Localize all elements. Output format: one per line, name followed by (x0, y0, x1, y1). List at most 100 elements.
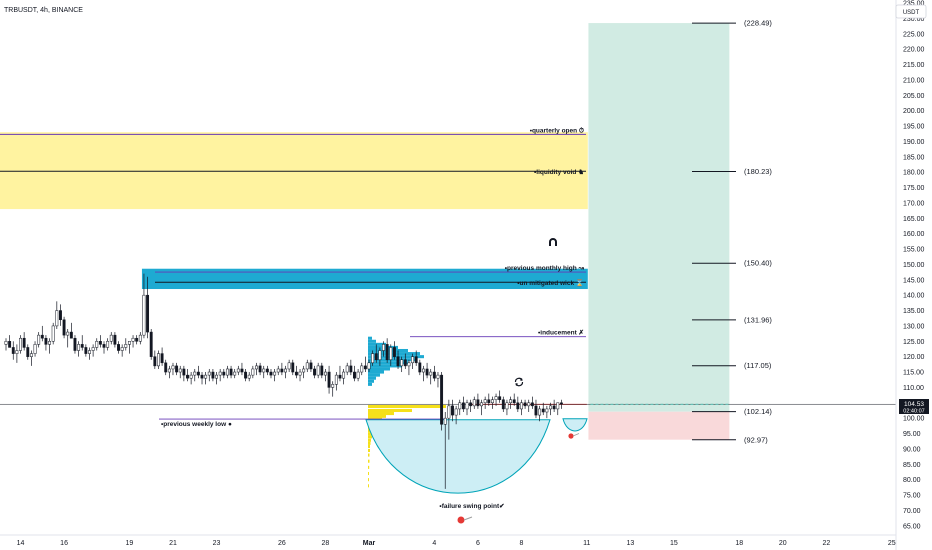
candle-body-up (207, 371, 211, 376)
candle-105 (385, 338, 389, 363)
candle-43 (160, 347, 164, 366)
candle-113 (414, 350, 418, 366)
candle-16 (62, 316, 66, 339)
candle-body-up (305, 362, 309, 370)
candle-152 (556, 402, 560, 416)
candle-56 (207, 368, 211, 382)
candle-150 (549, 402, 552, 416)
profile-bar-high-12 (368, 373, 380, 377)
candle-131 (480, 399, 483, 416)
candle-8 (33, 341, 37, 357)
x-tick-label-15: 20 (779, 540, 787, 547)
candle-body-up (142, 294, 146, 336)
candle-body-down (265, 368, 269, 373)
y-tick-label-0: 65.00 (903, 523, 921, 530)
candle-body-up (127, 341, 131, 345)
candle-49 (182, 365, 186, 382)
target-label-3: (131.96) (744, 315, 772, 324)
candle-44 (164, 359, 168, 376)
candle-body-down (164, 362, 168, 373)
candle-94 (345, 362, 349, 376)
candle-126 (461, 396, 465, 413)
candle-body-up (494, 396, 498, 400)
profile-bar-high-1 (368, 339, 376, 343)
candle-body-up (251, 368, 255, 376)
candle-body-up (255, 365, 258, 370)
candle-body-down (425, 368, 429, 376)
target-zone (588, 23, 730, 412)
candle-body-up (276, 368, 280, 373)
candle-body-down (320, 365, 324, 376)
x-tick-label-16: 22 (822, 540, 830, 547)
x-tick-label-10: 8 (520, 540, 524, 547)
x-tick-label-4: 23 (213, 540, 221, 547)
x-tick-label-1: 16 (60, 540, 68, 547)
candle-92 (338, 365, 342, 382)
candle-body-up (19, 337, 22, 351)
candle-111 (407, 359, 411, 376)
y-tick-label-19: 160.00 (903, 231, 925, 238)
candle-145 (530, 396, 534, 409)
candle-body-down (182, 368, 186, 376)
candle-body-down (196, 371, 200, 376)
candle-body-up (490, 399, 494, 404)
candle-body-up (356, 371, 360, 379)
swing-arcs (365, 418, 588, 494)
profile-bar-low-3 (368, 414, 386, 418)
profile-bar-high-9 (368, 364, 402, 368)
candle-body-down (559, 402, 563, 405)
candle-77 (284, 365, 287, 379)
candle-body-up (436, 374, 440, 379)
stop-zone (588, 411, 730, 440)
candle-body-up (520, 402, 523, 410)
candle-98 (360, 362, 364, 376)
candle-body-down (309, 362, 313, 370)
candle-21 (80, 335, 84, 351)
profile-bar-low-16 (368, 459, 370, 463)
candle-body-down (258, 365, 262, 373)
candle-108 (396, 350, 400, 369)
profile-bar-low-14 (368, 448, 370, 452)
candle-body-down (280, 368, 284, 373)
candle-100 (367, 359, 371, 373)
candle-104 (382, 341, 385, 357)
candle-41 (153, 350, 157, 369)
candle-body-down (73, 337, 77, 351)
candle-57 (211, 368, 215, 382)
candle-38 (142, 273, 146, 339)
candle-5 (22, 332, 26, 351)
candle-body-down (40, 334, 44, 339)
candle-42 (157, 350, 160, 369)
candle-79 (291, 359, 295, 376)
liquidity-void-label: •liquidity void ♞ (534, 168, 584, 176)
candle-body-up (262, 368, 266, 373)
candle-144 (527, 399, 531, 413)
candle-body-down (451, 405, 454, 416)
candle-body-up (247, 374, 251, 379)
profile-bar-high-0 (368, 336, 372, 340)
currency-button[interactable]: USDT (895, 4, 927, 19)
candle-76 (280, 362, 284, 376)
inducement-label: •inducement ✗ (538, 329, 585, 337)
candle-body-up (236, 368, 240, 373)
candle-body-up (167, 368, 171, 373)
candle-body-up (407, 362, 411, 367)
candle-149 (545, 405, 549, 419)
candle-141 (516, 396, 520, 413)
candle-body-up (55, 310, 59, 327)
candle-body-up (298, 371, 302, 376)
candle-118 (432, 365, 436, 382)
candle-body-up (48, 341, 52, 345)
profile-bar-low-0 (368, 404, 446, 409)
candle-20 (77, 341, 81, 357)
target-label-2: (150.40) (744, 259, 772, 268)
liquidity-void-zone (0, 132, 588, 210)
candle-body-up (465, 402, 469, 410)
candle-3 (15, 344, 19, 363)
candle-body-up (109, 334, 113, 342)
profile-bar-high-15 (368, 382, 372, 386)
candle-body-up (458, 402, 462, 410)
candle-body-up (378, 350, 382, 360)
